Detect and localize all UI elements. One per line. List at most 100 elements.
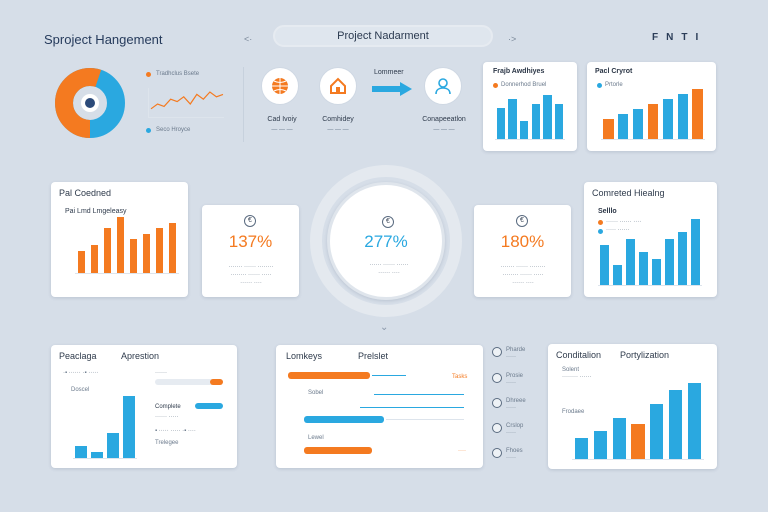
chart-bar[interactable] <box>129 239 138 273</box>
timeline-dot-4[interactable] <box>492 423 502 433</box>
workflow-step-3[interactable] <box>424 67 462 105</box>
bottom-right-plot <box>572 383 704 460</box>
timeline-item-3-sub: ····· <box>506 405 516 411</box>
bottom-right-title-b: Portylization <box>620 350 670 360</box>
chart-bar[interactable] <box>543 95 552 139</box>
bottom-left-progress-2[interactable] <box>195 403 223 409</box>
workflow-step-3-desc: — — — <box>433 127 455 133</box>
chart-bar[interactable] <box>508 99 517 139</box>
chart-bar[interactable] <box>632 109 644 139</box>
donut-chart <box>54 67 126 139</box>
bottom-right-card: Conditalion Portylization Solent ·······… <box>548 344 717 469</box>
bottom-left-progress-1-fill <box>210 379 223 385</box>
chart-bar[interactable] <box>669 389 683 459</box>
chart-bar[interactable] <box>665 238 674 285</box>
right-chart-legend-dot-2 <box>598 229 603 234</box>
gantt-bar-2[interactable] <box>304 416 384 423</box>
chart-bar[interactable] <box>692 89 703 139</box>
chart-bar[interactable] <box>168 222 177 273</box>
chart-bar[interactable] <box>531 103 540 139</box>
chart-bar[interactable] <box>613 265 622 285</box>
gantt-track-4 <box>386 419 464 420</box>
chart-bar[interactable] <box>496 108 505 139</box>
timeline-item-2-sub: ····· <box>506 380 516 386</box>
top-chart-1-plot <box>495 95 565 140</box>
workflow-arrow <box>372 82 412 101</box>
legend-label-1: Tradhclus Bsete <box>156 71 200 77</box>
chart-bar[interactable] <box>90 245 99 273</box>
bottom-left-plot <box>73 396 137 459</box>
chart-bar[interactable] <box>75 445 87 458</box>
currency-icon: € <box>516 215 528 227</box>
kpi-card-1[interactable]: € 137% ······· ······ ········ ········ ·… <box>202 205 299 297</box>
kpi-desc-3: ······· ······ ········ ········ ······ ·… <box>500 264 546 286</box>
workflow-step-1-desc: — — — <box>271 127 293 133</box>
chart-bar[interactable] <box>91 451 103 458</box>
facebook-icon[interactable]: F <box>652 32 659 43</box>
gantt-title-b: Prelslet <box>358 351 389 361</box>
chart-bar[interactable] <box>142 233 151 273</box>
chart-bar[interactable] <box>618 114 629 139</box>
workflow-step-1[interactable] <box>261 67 299 105</box>
user-icon <box>435 78 451 95</box>
legend-dot-orange <box>146 72 151 77</box>
chart-bar[interactable] <box>652 258 661 285</box>
legend-dot-blue <box>146 128 151 133</box>
kpi-card-3[interactable]: € 180% ······· ······ ········ ········ ·… <box>474 205 571 297</box>
workflow-step-2-label: Comhidey <box>322 116 354 123</box>
bottom-right-title-a: Conditalion <box>556 350 602 360</box>
timeline-dot-5[interactable] <box>492 448 502 458</box>
chart-bar[interactable] <box>691 219 700 285</box>
chart-bar[interactable] <box>626 238 635 285</box>
chevron-down-icon[interactable]: ⌄ <box>380 322 389 333</box>
chart-bar[interactable] <box>647 104 659 139</box>
workflow-arrow-label: Lommeer <box>374 69 404 76</box>
chart-bar[interactable] <box>639 252 648 285</box>
gantt-bar-1[interactable] <box>288 372 370 379</box>
instagram-icon[interactable]: I <box>695 32 699 43</box>
globe-icon <box>272 78 288 94</box>
gantt-row-end: ···· <box>458 448 466 454</box>
chart-bar[interactable] <box>687 383 702 459</box>
n-icon[interactable]: N <box>666 32 674 43</box>
gantt-bar-3[interactable] <box>304 447 372 454</box>
top-chart-2-title: Pacl Cryrot <box>595 68 633 75</box>
chart-bar[interactable] <box>123 396 135 458</box>
top-chart-1-legend: Donnerhod Bruel <box>501 82 547 88</box>
arrow-right-icon <box>372 82 412 96</box>
gantt-track-2 <box>374 394 464 395</box>
chart-bar[interactable] <box>612 417 626 459</box>
chart-bar[interactable] <box>116 217 125 273</box>
chart-bar[interactable] <box>593 431 607 459</box>
chart-bar[interactable] <box>678 232 687 285</box>
timeline-dot-3[interactable] <box>492 398 502 408</box>
left-chart-card: Pal Coedned Pai Lmd Lmgeleasy <box>51 182 188 297</box>
left-chart-plot <box>75 217 179 274</box>
sparkline-series <box>150 91 224 110</box>
sparkline <box>148 88 224 118</box>
chart-bar[interactable] <box>155 228 164 273</box>
chart-bar[interactable] <box>103 228 112 273</box>
back-nav-button[interactable]: <· <box>244 34 253 44</box>
chart-bar[interactable] <box>555 103 564 139</box>
chart-bar[interactable] <box>603 119 614 139</box>
chart-bar[interactable] <box>631 424 645 459</box>
forward-nav-button[interactable]: ·> <box>508 34 517 44</box>
twitter-icon[interactable]: T <box>681 32 688 43</box>
chart-bar[interactable] <box>600 245 609 285</box>
search-input[interactable]: Project Nadarment <box>273 25 493 47</box>
right-chart-legend-text: ······ ······ ···· ····· ······ <box>606 219 642 233</box>
chart-bar[interactable] <box>677 94 688 139</box>
top-chart-2-legend: Prtorle <box>605 82 623 88</box>
workflow-step-2[interactable] <box>319 67 357 105</box>
timeline-dot-2[interactable] <box>492 373 502 383</box>
timeline-dot-1[interactable] <box>492 347 502 357</box>
chart-bar[interactable] <box>77 250 86 273</box>
chart-bar[interactable] <box>574 438 589 459</box>
chart-bar[interactable] <box>650 403 664 459</box>
chart-bar[interactable] <box>107 433 119 458</box>
chart-bar[interactable] <box>662 99 674 139</box>
bottom-left-progress-1[interactable] <box>155 379 223 385</box>
chart-bar[interactable] <box>520 121 529 139</box>
kpi-card-2[interactable]: € 277% ······ ······ ······ ······ ···· <box>327 182 445 300</box>
